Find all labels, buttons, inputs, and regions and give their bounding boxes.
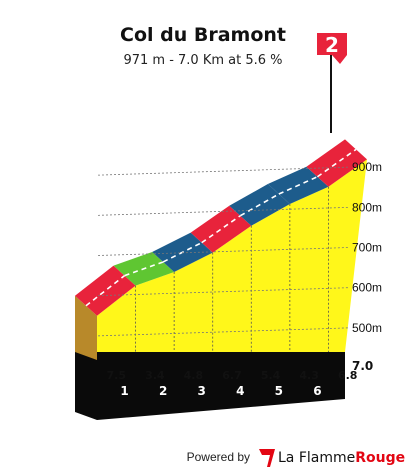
- km-tick-label: 5: [275, 384, 283, 398]
- category-flag: 2: [317, 33, 347, 133]
- altitude-tick-label: 600m: [352, 281, 382, 295]
- altitude-gridline: [97, 206, 349, 216]
- chart-title: Col du Bramont: [120, 24, 286, 46]
- center-line: [278, 176, 318, 195]
- km-tick-label: 1: [120, 384, 128, 398]
- center-line: [162, 241, 203, 263]
- gradient-label: 5.4: [261, 369, 281, 382]
- center-line: [316, 148, 357, 178]
- brand-name: La FlammeRouge: [278, 450, 405, 466]
- category-number: 2: [325, 33, 339, 57]
- center-line: [85, 274, 126, 307]
- center-line: [239, 193, 280, 217]
- altitude-gridline: [97, 287, 349, 297]
- altitude-gridline: [97, 327, 349, 337]
- gradient-label: 4.8: [184, 369, 204, 382]
- gradient-segment: [190, 205, 252, 253]
- center-line: [201, 215, 241, 244]
- powered-by-text: Powered by: [187, 450, 250, 464]
- center-line: [124, 261, 164, 277]
- km-tick-label: 6: [313, 384, 321, 398]
- brand-suffix: Rouge: [355, 450, 405, 466]
- profile-side: [75, 295, 97, 360]
- km-tick-label: 4: [236, 384, 244, 398]
- total-distance-label: 7.0: [352, 359, 373, 373]
- gradient-labels: 7.5 3.4 4.8 6.7 5.4 4.3 6.8: [107, 369, 358, 382]
- altitude-tick-label: 500m: [352, 321, 382, 335]
- gradient-label: 3.4: [145, 369, 165, 382]
- brand-prefix: La Flamme: [278, 450, 355, 466]
- chart-subtitle: 971 m - 7.0 Km at 5.6 %: [123, 53, 282, 68]
- km-band: [75, 352, 345, 420]
- altitude-axis: 500m 600m 700m 800m 900m: [352, 160, 382, 335]
- altitude-gridline: [97, 247, 349, 256]
- profile-face: [97, 159, 367, 352]
- gradient-label: 6.7: [222, 369, 242, 382]
- footer: Powered by La FlammeRouge: [187, 449, 405, 467]
- gradient-label: 7.5: [107, 369, 127, 382]
- gradient-label: 4.3: [299, 369, 319, 382]
- gradient-label: 6.8: [338, 369, 358, 382]
- altitude-tick-label: 900m: [352, 160, 382, 174]
- km-tick-label: 2: [159, 384, 167, 398]
- altitude-tick-label: 700m: [352, 241, 382, 255]
- flamme-rouge-logo-icon: [259, 449, 275, 467]
- flag-body: [317, 33, 347, 64]
- gradient-segment: [306, 139, 367, 187]
- profile-area: [75, 139, 367, 420]
- altitude-tick-label: 800m: [352, 200, 382, 214]
- km-labels: 1 2 3 4 5 6 7.0: [120, 359, 373, 398]
- km-tick-label: 3: [198, 384, 206, 398]
- altitude-gridline: [97, 166, 349, 176]
- altitude-gridlines: [97, 166, 349, 337]
